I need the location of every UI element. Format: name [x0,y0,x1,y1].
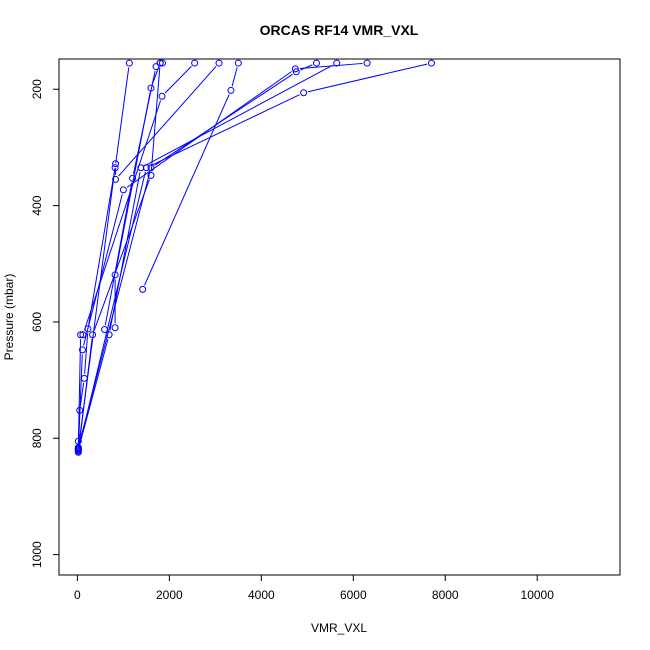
series-segment [150,67,161,171]
data-point [156,59,164,67]
series-segment [115,67,130,164]
x-tick-label: 0 [74,588,81,602]
series-segment [77,339,82,445]
data-point [77,331,85,339]
data-point [125,59,133,67]
series-segment [307,63,428,93]
data-point [158,59,166,67]
data-point [227,86,235,94]
y-axis: 200 400 600 800 1000 [30,79,60,568]
series-layer [74,59,435,456]
data-point [129,174,137,182]
series-segment [300,64,313,71]
series-segment [109,172,141,331]
y-tick-label: 200 [30,79,44,99]
series-segment [83,194,123,346]
series-segment [77,354,83,447]
data-point [234,59,242,67]
data-point [78,346,86,354]
series-segment [144,64,334,167]
data-point [292,68,300,76]
data-point [112,160,120,168]
series [74,59,435,454]
y-tick-label: 800 [30,428,44,448]
series [111,59,164,332]
data-point [158,92,166,100]
series-segment [118,66,217,177]
x-axis: 0 2000 4000 6000 8000 10000 [74,574,555,602]
data-point [105,331,113,339]
series [74,59,341,454]
series-segment [93,179,150,331]
x-tick-label: 4000 [248,588,275,602]
data-point [363,59,371,67]
y-tick-label: 400 [30,195,44,215]
series-segment [231,67,238,87]
data-point [112,175,120,183]
series-segment [78,338,109,446]
data-point [300,89,308,97]
series [74,59,321,452]
data-point [74,444,82,452]
series [74,59,164,456]
y-axis-label: Pressure (mbar) [2,274,16,361]
data-point [333,59,341,67]
series-segment [133,70,156,174]
series-segment [78,168,116,445]
series-segment [144,94,230,286]
data-point [191,59,199,67]
series-segment [88,172,115,325]
x-tick-label: 10000 [521,588,555,602]
series-segment [152,67,160,85]
y-tick-label: 1000 [30,541,44,568]
data-point [313,59,321,67]
data-point [147,164,155,172]
y-tick-label: 600 [30,312,44,332]
plot-frame [58,58,621,576]
chart-title: ORCAS RF14 VMR_VXL [260,22,419,38]
x-axis-label: VMR_VXL [311,621,367,635]
series [74,59,371,455]
data-point [215,59,223,67]
data-point [137,164,145,172]
series [139,59,242,293]
x-tick-label: 6000 [340,588,367,602]
data-point [147,171,155,179]
series-segment [78,172,151,444]
series [74,59,223,453]
data-point [80,374,88,382]
data-point [139,285,147,293]
series-segment [84,333,89,374]
series-segment [154,73,293,166]
series-segment [104,182,133,326]
data-point [119,186,127,194]
series [101,59,166,334]
x-tick-label: 8000 [432,588,459,602]
series-segment [150,94,300,167]
data-point [111,324,119,332]
data-point [152,63,160,71]
series-segment [79,382,85,406]
data-point [291,65,299,73]
x-tick-label: 2000 [156,588,183,602]
series-segment [164,65,192,94]
data-point [101,326,109,334]
data-point [427,59,435,67]
data-point [74,448,82,456]
